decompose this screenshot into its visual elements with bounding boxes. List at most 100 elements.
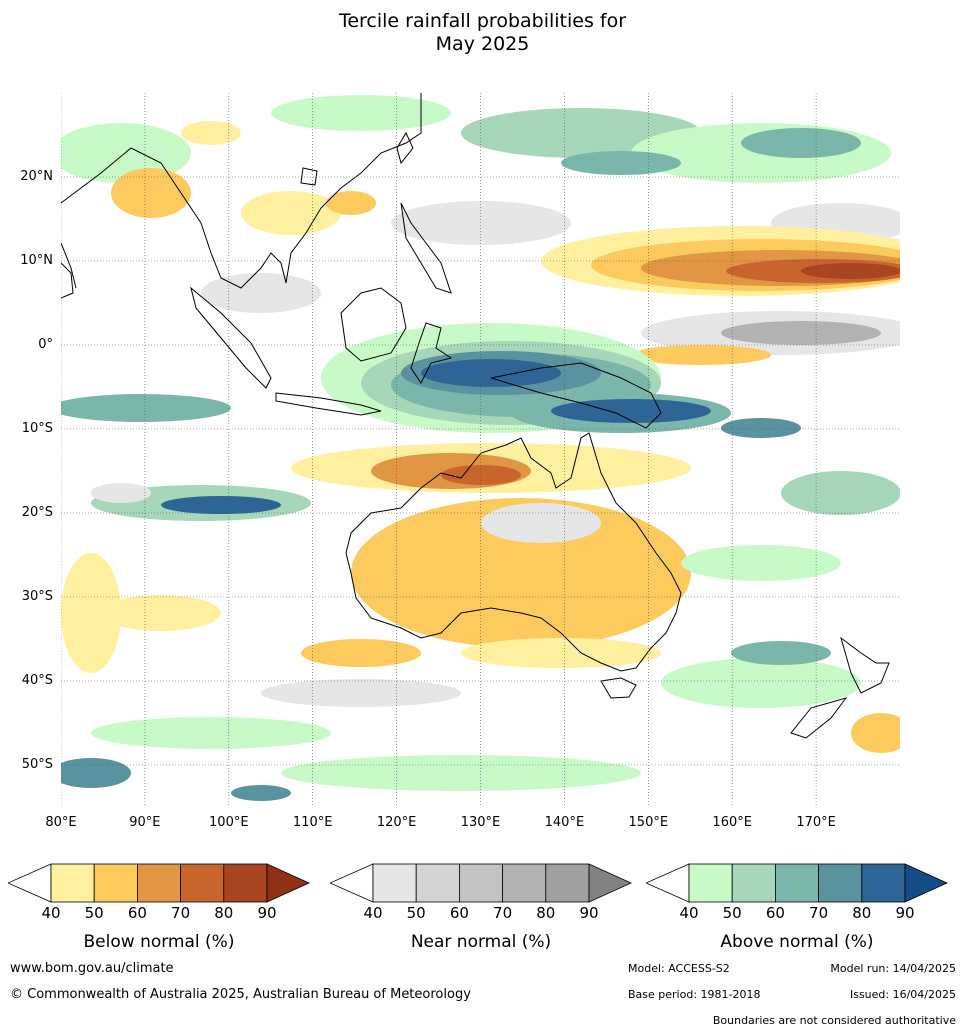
colorbar-tick-label: 70	[809, 904, 829, 922]
longitude-label: 130°E	[460, 815, 501, 830]
colorbar-tick-label: 90	[257, 904, 277, 922]
latitude-label: 40°S	[21, 673, 53, 688]
latitude-label: 20°N	[20, 169, 53, 184]
colorbar-tick-label: 50	[84, 904, 104, 922]
near-normal-ticks: 40 50 60 70 80 90	[330, 904, 632, 924]
colorbar-tick-label: 80	[214, 904, 234, 922]
latitude-label: 50°S	[21, 757, 53, 772]
below-aus	[461, 638, 661, 668]
colorbar-tick-label: 50	[722, 904, 742, 922]
colorbar-tick-label: 60	[449, 904, 469, 922]
borneo-coast	[340, 287, 407, 362]
above-normal-ticks: 40 50 60 70 80 90	[646, 904, 948, 924]
model-text: Model: ACCESS-S2	[628, 962, 730, 975]
map-title: Tercile rainfall probabilities for May 2…	[0, 10, 965, 56]
below-normal-colorbar-graphic	[8, 863, 310, 903]
colorbar-tick-label: 70	[171, 904, 191, 922]
longitude-label: 170°E	[796, 815, 836, 830]
below-patch	[631, 345, 771, 365]
above-patch	[61, 123, 191, 183]
probability-map	[61, 93, 900, 807]
near-band	[721, 321, 881, 345]
colorbar-tick-label: 40	[41, 904, 61, 922]
above-patch	[781, 471, 900, 515]
below-patch	[61, 553, 121, 673]
colorbar-segment	[136, 863, 181, 903]
near-patch	[91, 483, 151, 503]
near-patch	[201, 273, 321, 313]
below-patch	[181, 121, 241, 145]
latitude-label: 10°S	[21, 421, 53, 436]
longitude-label: 100°E	[209, 815, 249, 830]
title-line-1: Tercile rainfall probabilities for	[338, 10, 627, 32]
above-patch	[91, 717, 331, 749]
colorbar-segment	[50, 863, 95, 903]
above-normal-colorbar: 40 50 60 70 80 90	[646, 862, 948, 924]
colorbar-tick-label: 40	[363, 904, 383, 922]
latitude-label: 30°S	[21, 589, 53, 604]
below-patch	[101, 595, 221, 631]
below-normal-label: Below normal (%)	[83, 932, 235, 952]
colorbar-tick-label: 90	[895, 904, 915, 922]
longitude-label: 140°E	[544, 815, 585, 830]
near-patch	[261, 679, 461, 707]
latitude-label: 20°S	[21, 505, 53, 520]
colorbar-segment	[458, 863, 503, 903]
colorbar-segment	[545, 863, 590, 903]
longitude-label: 90°E	[129, 815, 161, 830]
near-normal-colorbar: 40 50 60 70 80 90	[330, 862, 632, 924]
near-patch	[391, 201, 571, 245]
colorbar-segment	[818, 863, 863, 903]
colorbar-tick-label: 60	[765, 904, 785, 922]
new-guinea-coast	[490, 362, 662, 429]
above-patch	[681, 545, 841, 581]
tasmania-coast	[600, 677, 637, 699]
colorbar-segment	[93, 863, 138, 903]
issued-text: Issued: 16/04/2025	[849, 988, 956, 1001]
below-patch	[851, 713, 900, 753]
below-patch	[111, 168, 191, 218]
below-patch	[301, 639, 421, 667]
colorbar-segment	[861, 863, 906, 903]
below-normal-colorbar: 40 50 60 70 80 90	[8, 862, 310, 924]
new-zealand-south	[790, 697, 848, 739]
longitude-label: 160°E	[712, 815, 752, 830]
colorbar-segment	[223, 863, 268, 903]
colorbar-tick-label: 40	[679, 904, 699, 922]
colorbar-segment	[180, 863, 225, 903]
colorbar-high-extend	[266, 863, 310, 903]
colorbar-segment	[688, 863, 733, 903]
below-aus	[441, 465, 521, 485]
longitude-label: 150°E	[628, 815, 669, 830]
model-run-text: Model run: 14/04/2025	[830, 962, 956, 975]
base-period-text: Base period: 1981-2018	[628, 988, 761, 1001]
java-coast	[275, 392, 382, 416]
sulawesi-coast	[410, 322, 453, 384]
longitude-label: 80°E	[45, 815, 77, 830]
colorbar-tick-label: 50	[406, 904, 426, 922]
below-band	[801, 263, 900, 279]
above-patch	[231, 785, 291, 801]
probability-fields	[61, 95, 900, 801]
below-aus	[351, 498, 691, 648]
india-coast	[61, 242, 77, 289]
above-normal-colorbar-graphic	[646, 863, 948, 903]
sumatra-coast	[190, 286, 272, 389]
above-patch	[661, 658, 861, 708]
website-link[interactable]: www.bom.gov.au/climate	[10, 961, 174, 976]
latitude-label: 0°	[38, 337, 53, 352]
colorbar-high-extend	[904, 863, 948, 903]
above-patch	[731, 641, 831, 665]
near-aus	[481, 503, 601, 543]
colorbar-tick-label: 60	[127, 904, 147, 922]
near-normal-label: Near normal (%)	[410, 932, 552, 952]
above-band	[161, 496, 281, 514]
colorbar-low-extend	[330, 863, 374, 903]
coastlines	[61, 93, 890, 739]
philippines-coast	[400, 202, 452, 294]
above-patch	[281, 755, 641, 791]
colorbar-tick-label: 70	[493, 904, 513, 922]
above-patch	[61, 758, 131, 788]
near-normal-colorbar-graphic	[330, 863, 632, 903]
latitude-label: 10°N	[20, 253, 53, 268]
